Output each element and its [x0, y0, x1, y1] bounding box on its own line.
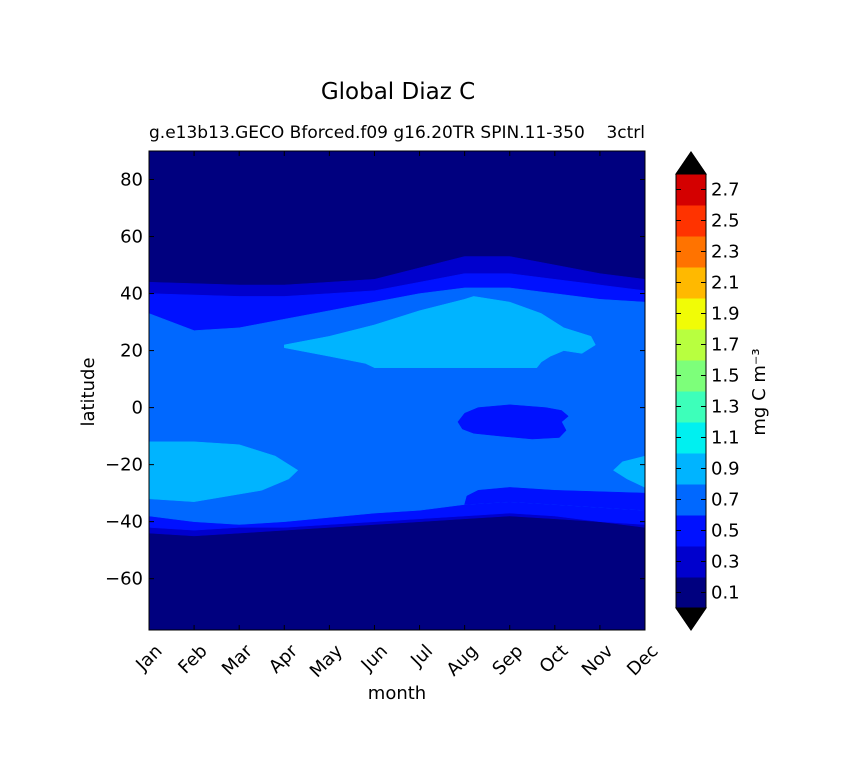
colorbar-extend-bottom: [675, 607, 707, 631]
y-tick-label: 20: [120, 341, 143, 362]
colorbar-tick-label: 2.7: [711, 180, 740, 201]
y-tick-label: −40: [105, 512, 143, 533]
chart-subtitle-right: 3ctrl: [606, 123, 645, 143]
y-axis: 80 60 40 20 0 −20 −40 −60: [105, 170, 645, 590]
x-tick-label: Apr: [265, 640, 302, 677]
x-tick-label: Jun: [357, 641, 392, 676]
colorbar: 0.1 0.3 0.5 0.7 0.9 1.1 1.3 1.5 1.7 1.9 2.1 2.3 2.5 2…: [675, 151, 740, 631]
x-tick-label: Aug: [443, 641, 483, 681]
colorbar-outline: [675, 151, 707, 631]
colorbar-tick-label: 2.1: [711, 273, 740, 294]
contour-equatorial-low-level2: [457, 404, 569, 440]
colorbar-tick-label: 0.9: [711, 459, 740, 480]
contour-south-blob-level4: [149, 441, 299, 502]
x-tick-label: Mar: [218, 640, 257, 679]
y-tick-label: 0: [132, 398, 143, 419]
colorbar-tick-label: 1.7: [711, 335, 740, 356]
chart-title: Global Diaz C: [321, 79, 475, 105]
x-tick-label: Nov: [578, 640, 618, 680]
colorbar-tick-label: 1.3: [711, 397, 740, 418]
contour-north-blob-level4: [284, 296, 596, 368]
contour-south-bulge-level2: [464, 487, 645, 511]
colorbar-label: mg C m⁻³: [749, 348, 770, 435]
x-axis-label: month: [368, 683, 426, 704]
y-tick-label: 80: [120, 170, 143, 191]
x-tick-label: May: [306, 640, 347, 681]
y-axis-label: latitude: [78, 357, 99, 426]
x-tick-label: Dec: [623, 641, 662, 680]
x-tick-label: Jul: [406, 641, 437, 672]
plot-area: [148, 150, 646, 631]
contour-dec-blob-level4: [612, 455, 645, 488]
colorbar-tick-label: 0.5: [711, 521, 740, 542]
y-tick-label: −20: [105, 455, 143, 476]
plot-frame: [148, 150, 646, 631]
x-tick-label: Oct: [536, 641, 573, 678]
x-tick-label: Jan: [131, 641, 166, 676]
y-tick-label: −60: [105, 569, 143, 590]
colorbar-tick-label: 1.1: [711, 428, 740, 449]
colorbar-tick-label: 0.1: [711, 583, 740, 604]
colorbar-tick-label: 2.5: [711, 211, 740, 232]
y-tick-label: 60: [120, 227, 143, 248]
colorbar-tick-label: 0.7: [711, 490, 740, 511]
colorbar-tick-label: 1.5: [711, 366, 740, 387]
colorbar-extend-top: [675, 151, 707, 175]
x-tick-label: Sep: [488, 641, 527, 680]
chart-subtitle-left: g.e13b13.GECO Bforced.f09 g16.20TR SPIN.…: [149, 123, 585, 143]
colorbar-tick-label: 1.9: [711, 304, 740, 325]
y-tick-label: 40: [120, 284, 143, 305]
colorbar-tick-label: 2.3: [711, 242, 740, 263]
colorbar-tick-label: 0.3: [711, 552, 740, 573]
x-tick-label: Feb: [174, 641, 211, 678]
